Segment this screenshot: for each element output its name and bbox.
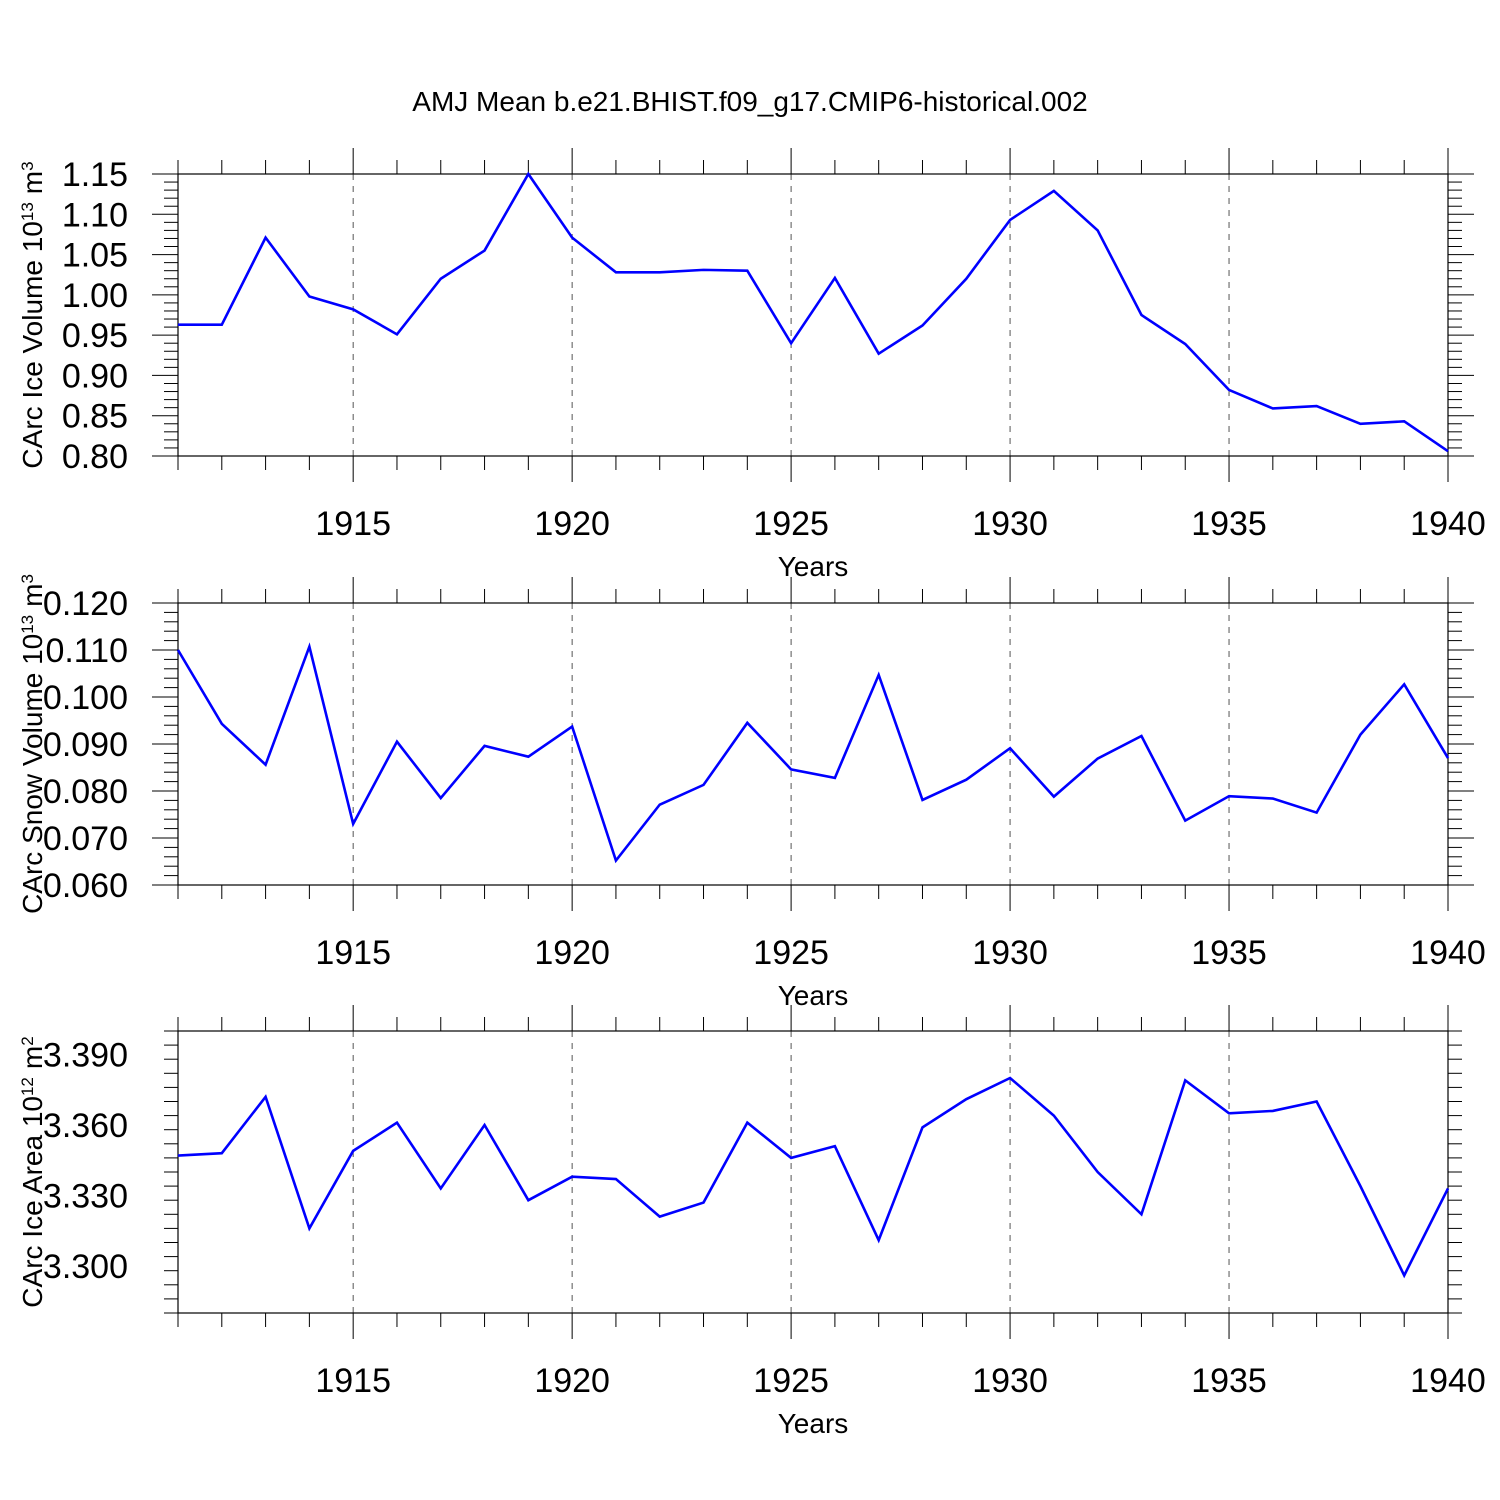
ice-area-y-label-ylabel-unit: m <box>17 1046 48 1069</box>
ice-area-y-tick-label: 3.360 <box>43 1107 128 1145</box>
snow-volume-x-tick-label: 1940 <box>1410 934 1486 972</box>
snow-volume-x-tick-label: 1915 <box>315 934 391 972</box>
ice-area-y-axis-label: CArc Ice Area 1012 m2 <box>17 1036 48 1307</box>
ice-area-x-tick-label: 1930 <box>972 1362 1048 1400</box>
ice-volume-y-label-ylabel: CArc Ice Volume 10 <box>17 221 48 468</box>
snow-volume-y-tick-label: 0.110 <box>45 632 128 670</box>
chart-title: AMJ Mean b.e21.BHIST.f09_g17.CMIP6-histo… <box>412 86 1087 117</box>
ice-volume-y-label-ylabel-unit: m <box>17 171 48 194</box>
ice-volume-y-axis-label: CArc Ice Volume 1013 m3 <box>17 161 48 468</box>
ice-area-x-tick-label: 1915 <box>315 1362 391 1400</box>
ice-volume-series-line <box>178 171 1449 453</box>
ice-volume-y-tick-label: 1.15 <box>62 156 128 194</box>
ice-volume-x-tick-label: 1940 <box>1410 505 1486 543</box>
snow-volume-y-tick-label: 0.080 <box>43 773 128 811</box>
ice-volume-x-tick-label: 1915 <box>315 505 391 543</box>
snow-volume-y-tick-label: 0.060 <box>43 867 128 905</box>
ice-volume-plot-frame <box>177 173 1449 457</box>
snow-volume-y-tick-label: 0.120 <box>43 585 128 623</box>
snow-volume-x-tick-label: 1930 <box>972 934 1048 972</box>
ice-volume-y-tick-label: 1.05 <box>62 237 128 275</box>
snow-volume-y-tick-label: 0.100 <box>43 679 128 717</box>
ice-volume-x-tick-label: 1920 <box>534 505 610 543</box>
ice-volume-x-tick-label: 1935 <box>1191 505 1267 543</box>
ice-volume-y-tick-label: 1.00 <box>62 277 128 315</box>
ice-area-series-line <box>177 1076 1450 1279</box>
ice-volume-y-label-ylabel-exp: 13 <box>18 202 37 221</box>
snow-volume-x-tick-label: 1925 <box>753 934 829 972</box>
panel-ice-area: 1915 1920 1925 1930 1935 1940 Years 3.300 3.330 3… <box>17 1005 1486 1439</box>
ice-volume-y-tick-label: 0.80 <box>62 438 128 476</box>
ice-area-y-label-ylabel: CArc Ice Area 10 <box>17 1096 48 1308</box>
ice-volume-y-label-ylabel-unit-exp: 3 <box>18 161 37 170</box>
ice-area-x-axis-label: Years <box>778 1408 849 1439</box>
ice-volume-x-tick-label: 1925 <box>753 505 829 543</box>
snow-volume-x-axis-label: Years <box>778 980 849 1011</box>
snow-volume-y-label-ylabel-exp: 13 <box>18 615 37 634</box>
ice-area-x-tick-label: 1920 <box>534 1362 610 1400</box>
ice-area-y-label-ylabel-exp: 12 <box>18 1077 37 1096</box>
ice-area-x-tick-label: 1925 <box>753 1362 829 1400</box>
snow-volume-y-tick-label: 0.070 <box>43 820 128 858</box>
snow-volume-x-tick-label: 1920 <box>534 934 610 972</box>
snow-volume-y-axis-label: CArc Snow Volume 1013 m3 <box>17 574 48 914</box>
panel-ice-volume: 1915 1920 1925 1930 1935 1940Years0.800.850.9… <box>17 148 1486 582</box>
snow-volume-y-label-ylabel: CArc Snow Volume 10 <box>17 634 48 914</box>
panel-snow-volume: 1915 1920 1925 1930 1935 1940 Years 0.060 0.070 0… <box>17 574 1486 1011</box>
ice-area-y-tick-label: 3.390 <box>43 1037 128 1075</box>
snow-volume-plot-frame <box>177 602 1449 886</box>
ice-volume-y-tick-label: 1.10 <box>62 196 128 234</box>
ice-area-x-tick-label: 1940 <box>1410 1362 1486 1400</box>
ice-area-y-label-ylabel-unit-exp: 2 <box>18 1036 37 1045</box>
ice-area-y-tick-label: 3.330 <box>43 1178 128 1216</box>
ice-volume-x-axis-label: Years <box>778 551 849 582</box>
ice-area-y-tick-label: 3.300 <box>43 1248 128 1286</box>
snow-volume-y-tick-label: 0.090 <box>43 726 128 764</box>
snow-volume-series-line <box>176 642 1450 864</box>
snow-volume-x-tick-label: 1935 <box>1191 934 1267 972</box>
snow-volume-y-label-ylabel-unit-exp: 3 <box>18 574 37 583</box>
ice-volume-y-tick-label: 0.90 <box>62 357 128 395</box>
ice-volume-y-tick-label: 0.95 <box>62 317 128 355</box>
ice-area-plot-frame <box>177 1030 1449 1314</box>
ice-volume-y-tick-label: 0.85 <box>62 398 128 436</box>
ice-volume-x-tick-label: 1930 <box>972 505 1048 543</box>
snow-volume-y-label-ylabel-unit: m <box>17 584 48 607</box>
ice-area-x-tick-label: 1935 <box>1191 1362 1267 1400</box>
